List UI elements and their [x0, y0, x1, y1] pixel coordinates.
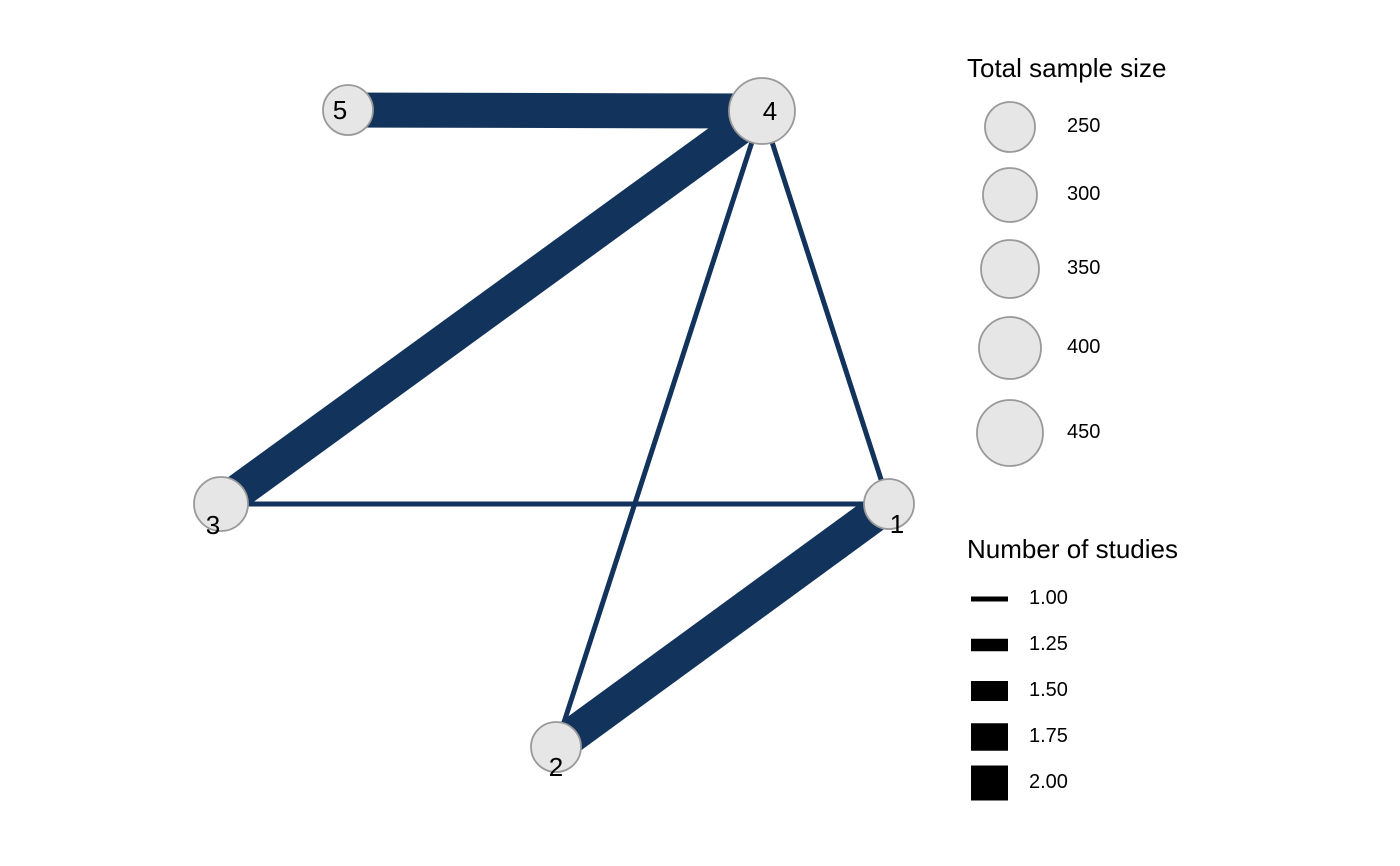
studies-legend-title: Number of studies — [967, 534, 1178, 564]
node-4 — [728, 77, 796, 145]
size-legend-label-250: 250 — [1067, 115, 1101, 137]
studies-legend-label-1.50: 1.50 — [1029, 679, 1068, 701]
edge-1-4 — [759, 110, 892, 505]
edge-2-1 — [545, 489, 900, 762]
studies-legend-label-1.75: 1.75 — [1029, 725, 1068, 747]
node-label-4: 4 — [763, 96, 777, 126]
node-label-3: 3 — [206, 510, 220, 540]
edge-2-4 — [553, 110, 765, 748]
studies-legend — [971, 596, 1008, 801]
studies-legend-key-2.00 — [971, 765, 1008, 801]
node-3 — [193, 476, 249, 532]
size-legend-key-400 — [978, 316, 1042, 380]
size-legend-label-450: 450 — [1067, 421, 1101, 443]
node-5 — [322, 84, 374, 136]
studies-legend-label-1.25: 1.25 — [1029, 633, 1068, 655]
size-legend-label-400: 400 — [1067, 336, 1101, 358]
size-legend-key-250 — [984, 101, 1036, 153]
node-2 — [530, 721, 582, 773]
size-legend-key-300 — [982, 167, 1038, 223]
size-legend-key-450 — [976, 399, 1044, 467]
studies-legend-label-2.00: 2.00 — [1029, 771, 1068, 793]
studies-legend-key-1.75 — [971, 723, 1008, 751]
studies-legend-key-1.25 — [971, 638, 1008, 652]
node-label-5: 5 — [333, 95, 347, 125]
edge-3-4 — [210, 96, 773, 519]
node-1 — [863, 478, 915, 530]
size-legend-label-350: 350 — [1067, 257, 1101, 279]
size-legend — [976, 101, 1044, 467]
edges-layer — [210, 92, 900, 762]
size-legend-title: Total sample size — [967, 53, 1167, 83]
edge-5-4 — [347, 92, 763, 129]
node-label-1: 1 — [890, 509, 904, 539]
size-legend-label-300: 300 — [1067, 183, 1101, 205]
studies-legend-key-1.50 — [971, 681, 1008, 701]
node-label-2: 2 — [549, 752, 563, 782]
studies-legend-label-1.00: 1.00 — [1029, 587, 1068, 609]
studies-legend-key-1.00 — [971, 596, 1008, 602]
size-legend-key-350 — [980, 239, 1040, 299]
nodes-layer: 1 2 3 4 5 — [193, 77, 915, 782]
